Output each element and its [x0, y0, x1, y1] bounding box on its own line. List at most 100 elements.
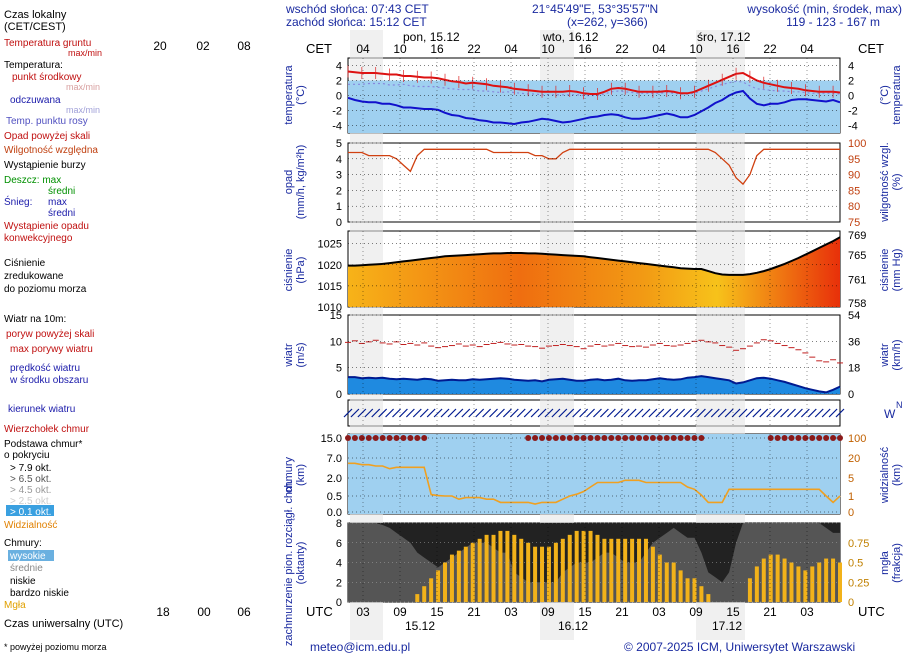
cloud-top-dot	[421, 435, 428, 441]
height-values: 119 - 123 - 167 m	[786, 15, 880, 29]
cloud-top-dot	[358, 435, 365, 441]
pressure-mmhg-tick: 765	[848, 250, 866, 262]
cloud-top-dot	[649, 435, 656, 441]
day-top: pon, 15.12	[403, 30, 460, 44]
legend-bottom-hour: 18	[156, 605, 170, 619]
fog-tick: 0.25	[848, 577, 869, 589]
wind-arrow	[496, 408, 505, 418]
fog-bar	[824, 558, 829, 602]
wind-arrow	[752, 408, 762, 418]
legend-okt01-bg	[6, 505, 54, 516]
legend-wind10: Wiatr na 10m:	[4, 314, 66, 325]
legend-low: niskie	[10, 576, 36, 587]
side-label-right: (%)	[891, 173, 903, 190]
temp-tick: 2	[336, 76, 342, 88]
cloud-top-dot	[691, 435, 698, 441]
fog-bar	[498, 530, 503, 602]
fog-bar	[567, 534, 572, 602]
hour-top: 10	[393, 42, 407, 56]
side-label-left: (°C)	[295, 85, 307, 105]
cloud-tick: 7.0	[327, 453, 342, 465]
side-label-left: opad	[283, 170, 295, 194]
wind-arrow	[669, 408, 679, 418]
hour-bottom: 09	[689, 605, 703, 619]
height-label: wysokość (min, środek, max)	[747, 2, 902, 16]
precip-tick: 2	[336, 185, 342, 197]
legend-temperature: Temperatura:	[4, 60, 63, 71]
cloud-top-dot	[552, 435, 559, 441]
cover-tick: 0	[336, 597, 342, 609]
wind-arrow	[461, 408, 471, 418]
legend-fog: Mgła	[4, 600, 26, 611]
legend-conv: Wystąpienie opadu	[4, 221, 89, 232]
wind-arrow	[690, 408, 699, 418]
side-label-left: (hPa)	[295, 257, 307, 284]
wind-arrow	[821, 408, 831, 418]
legend-maxmin: max/min	[68, 48, 102, 58]
legend-dew: Temp. punktu rosy	[6, 116, 88, 127]
cloud-top-dot	[594, 435, 601, 441]
fog-bar	[491, 534, 496, 602]
hour-bottom: 03	[800, 605, 814, 619]
legend-maxmin2: max/min	[66, 82, 100, 92]
fog-bar	[463, 546, 468, 602]
wind-arrow	[627, 408, 637, 418]
legend-okt01: > 0.1 okt.	[10, 507, 51, 518]
wind-arrow	[731, 408, 741, 418]
cloud-top-dot	[414, 435, 421, 441]
wind-rose-w: W	[884, 407, 896, 421]
contact-email[interactable]: meteo@icm.edu.pl	[310, 640, 411, 654]
side-label-left: zachmurzenie pion. rozciągł. chm.	[283, 480, 295, 646]
pressure-tick: 1015	[318, 281, 342, 293]
cloud-top-dot	[532, 435, 539, 441]
fog-bar	[810, 566, 815, 602]
wind-arrow	[620, 408, 630, 418]
hour-bottom: 03	[356, 605, 370, 619]
legend-high-bg	[8, 550, 54, 561]
pressure-tick: 1020	[318, 260, 342, 272]
precip-tick: 1	[336, 201, 342, 213]
humidity-tick: 95	[848, 154, 860, 166]
wind-arrow	[572, 408, 582, 418]
legend-okt25: > 2.5 okt.	[10, 496, 51, 507]
cloud-top-dot	[823, 435, 830, 441]
hour-top: 16	[430, 42, 444, 56]
panel-frame	[347, 142, 841, 223]
side-label-left: (mm/h, kg/m²h)	[295, 145, 307, 220]
wind-arrow	[676, 408, 686, 418]
fog-bar	[831, 558, 836, 602]
wind-arrow	[787, 408, 796, 418]
wind-arrow	[738, 408, 748, 418]
fog-bar	[540, 546, 545, 602]
fog-bar	[664, 562, 669, 602]
wind-arrow	[655, 408, 665, 418]
hour-bottom: 09	[393, 605, 407, 619]
wind-arrow	[551, 408, 561, 418]
legend-gust-above: poryw powyżej skali	[6, 329, 94, 340]
wind-arrow	[662, 408, 672, 418]
temp-mid-line	[347, 70, 841, 95]
legend-precip-above: Opad powyżej skali	[4, 131, 90, 142]
fog-bar	[699, 586, 704, 602]
fog-bar	[838, 562, 842, 602]
wind-arrow	[537, 408, 547, 418]
fog-bar	[768, 554, 773, 602]
wind-arrow	[773, 408, 783, 418]
wind-arrow	[613, 408, 623, 418]
legend-time-local: (CET/CEST)	[4, 21, 66, 33]
wind-arrow	[606, 408, 616, 418]
side-label-left: ciśnienie	[283, 249, 295, 292]
wind-tick: 0	[336, 389, 342, 401]
legend-mid: punkt środkowy	[12, 72, 81, 83]
fog-bar	[637, 538, 642, 602]
hour-bottom: 03	[504, 605, 518, 619]
wind-arrow	[343, 408, 353, 418]
fog-bar	[477, 538, 482, 602]
fog-bar	[630, 538, 635, 602]
cover-tick: 8	[336, 518, 342, 530]
side-label-right: wiatr	[879, 343, 891, 368]
temp-tick: -2	[332, 106, 342, 118]
cloud-top-dot	[788, 435, 795, 441]
cloud-top-dot	[663, 435, 670, 441]
cloud-top-dot	[670, 435, 677, 441]
